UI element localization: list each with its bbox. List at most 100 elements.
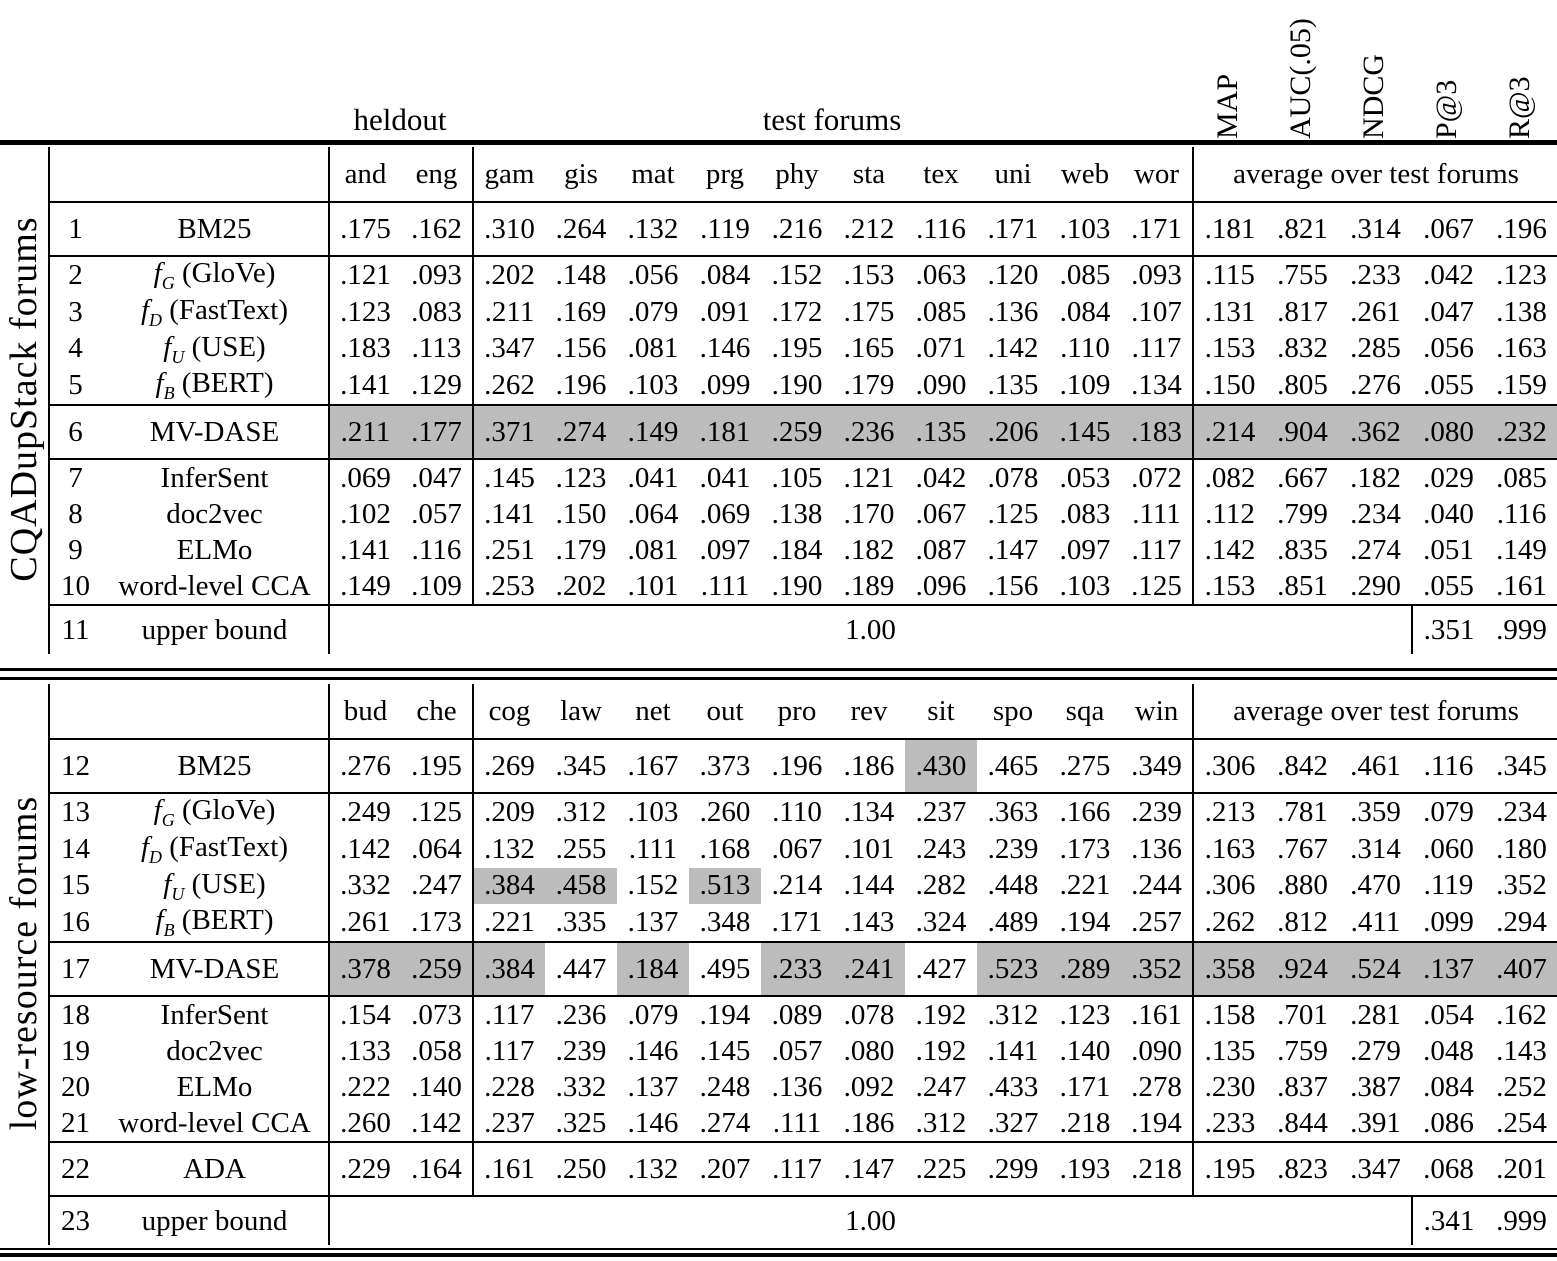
- metric-value: .048: [1423, 1034, 1474, 1067]
- metric-value: .107: [1131, 295, 1182, 328]
- metric-value: .133: [328, 1033, 401, 1070]
- rotated-metric-header-ndcg: NDCG: [1357, 53, 1390, 139]
- model-label: doc2vec: [166, 497, 263, 530]
- metric-value: .161: [1131, 998, 1182, 1031]
- metric-value: .179: [843, 369, 895, 402]
- forum-column-header: sit: [927, 694, 955, 727]
- metric-value: .137: [627, 1070, 679, 1103]
- metric-value: .141: [328, 367, 401, 406]
- metric-value: .150: [555, 497, 607, 530]
- metric-value: .083: [1059, 497, 1111, 530]
- metric-value: .387: [1350, 1070, 1401, 1103]
- metric-value: .068: [1423, 1152, 1474, 1185]
- model-label: ELMo: [176, 1070, 253, 1103]
- metric-value: .230: [1192, 1069, 1266, 1106]
- metric-value: .411: [1350, 906, 1401, 939]
- metric-value: .285: [1350, 332, 1401, 365]
- rotated-metric-header-map: MAP: [1211, 73, 1244, 139]
- model-label: word-level CCA: [118, 1106, 311, 1139]
- metric-value: .348: [699, 906, 751, 939]
- model-label: ADA: [183, 1152, 246, 1185]
- metric-value: .281: [1350, 998, 1401, 1031]
- metric-value: .057: [411, 497, 462, 530]
- metric-value: .290: [1350, 569, 1401, 602]
- metric-value: .173: [411, 906, 462, 939]
- row-number: 17: [48, 942, 101, 997]
- metric-value: .072: [1131, 461, 1182, 494]
- forum-column-header: eng: [415, 157, 458, 190]
- metric-value: .168: [699, 832, 751, 865]
- metric-value: .141: [472, 496, 545, 533]
- metric-value: .924: [1266, 942, 1339, 997]
- metric-value: .255: [555, 832, 607, 865]
- table-row: 1 BM25 .175 .162 .310 .264 .132 .119 .216 .212 .11…: [48, 202, 1557, 256]
- metric-value: .844: [1277, 1106, 1328, 1139]
- metric-value: .161: [472, 1142, 545, 1197]
- metric-value: .759: [1277, 1034, 1328, 1067]
- metric-value: .040: [1423, 497, 1474, 530]
- metric-value: .086: [1423, 1106, 1474, 1139]
- metric-value: .314: [1350, 212, 1401, 245]
- metric-value: .067: [771, 832, 823, 865]
- metric-value: .082: [1192, 459, 1266, 497]
- metric-value: .142: [328, 830, 401, 868]
- forum-column-header: prg: [705, 157, 745, 190]
- row-number: 18: [48, 996, 101, 1034]
- metric-value: .832: [1277, 332, 1328, 365]
- metric-value: .141: [987, 1034, 1039, 1067]
- row-number: 12: [48, 739, 101, 793]
- upper-bound-value: 1.00: [328, 605, 1412, 655]
- metric-value: .073: [411, 998, 462, 1031]
- metric-value: .101: [627, 569, 679, 602]
- metric-value: .153: [1192, 568, 1266, 606]
- cqadupstack-results-table: and eng gam gis mat prg phy sta tex uni web wor aver…: [48, 147, 1557, 655]
- metric-value: .109: [411, 569, 462, 602]
- metric-value: .069: [328, 459, 401, 497]
- forum-column-header: gam: [472, 147, 545, 202]
- metric-value: .119: [1423, 869, 1474, 902]
- metric-value: .247: [915, 1070, 967, 1103]
- metric-value: .153: [843, 258, 895, 291]
- metric-value: .125: [1131, 569, 1182, 602]
- metric-value: .211: [472, 293, 545, 331]
- metric-value: .221: [1059, 869, 1111, 902]
- forum-column-header: and: [328, 147, 401, 202]
- corner-cell: [48, 684, 101, 739]
- metric-value: .180: [1496, 832, 1547, 865]
- metric-value: .384: [472, 867, 545, 905]
- metric-value: .172: [771, 295, 823, 328]
- metric-value: .999: [1496, 613, 1547, 646]
- metric-value: .216: [771, 212, 823, 245]
- row-number: 20: [48, 1069, 101, 1106]
- metric-value: .042: [1423, 258, 1474, 291]
- metric-value: .164: [411, 1152, 462, 1185]
- metric-value: .137: [627, 906, 679, 939]
- metric-value: .136: [1131, 832, 1182, 865]
- row-number: 2: [48, 256, 101, 294]
- metric-value: .141: [328, 532, 401, 569]
- row-number: 7: [48, 459, 101, 497]
- metric-value: .152: [771, 258, 823, 291]
- metric-value: .195: [771, 332, 823, 365]
- metric-value: .209: [472, 793, 545, 831]
- metric-value: .111: [772, 1106, 822, 1139]
- metric-value: .458: [545, 867, 617, 905]
- forum-column-header: bud: [328, 684, 401, 739]
- metric-value: .823: [1277, 1152, 1328, 1185]
- metric-value: .371: [472, 405, 545, 460]
- metric-value: .524: [1339, 942, 1412, 997]
- metric-value: .146: [699, 332, 751, 365]
- bottom-double-rule-1: [0, 1248, 1557, 1250]
- bottom-double-rule-2: [0, 1253, 1557, 1257]
- metric-value: .147: [987, 533, 1039, 566]
- metric-value: .275: [1059, 749, 1111, 782]
- metric-value: .121: [328, 256, 401, 294]
- model-label: MV-DASE: [149, 415, 280, 448]
- metric-value: .093: [1131, 258, 1182, 291]
- forum-column-header: wor: [1133, 157, 1180, 190]
- metric-value: .243: [915, 832, 967, 865]
- metric-value: .799: [1277, 497, 1328, 530]
- metric-value: .171: [771, 906, 823, 939]
- metric-value: .099: [699, 369, 751, 402]
